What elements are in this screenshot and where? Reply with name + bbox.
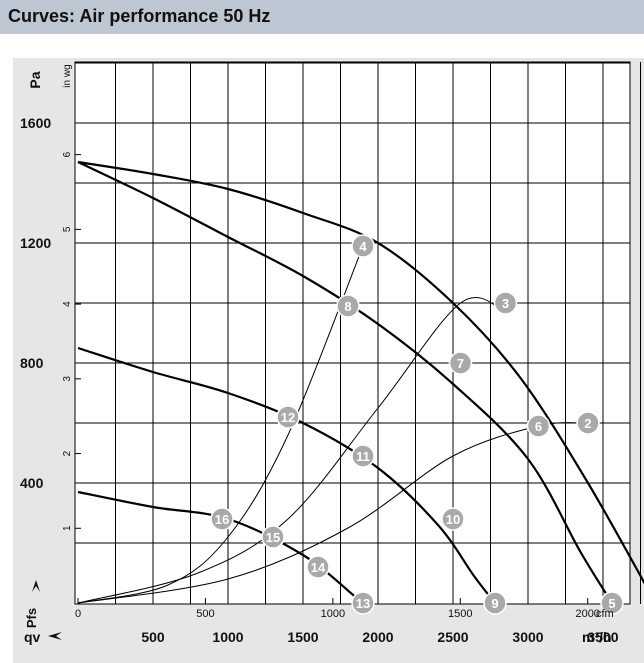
marker-layer: 12345678910111213141516 [210,234,644,615]
y-tick-label-inwg: 3 [62,376,73,382]
chart-title: Curves: Air performance 50 Hz [8,6,271,26]
y-tick-label-pa: 400 [20,475,44,491]
operating-point-marker [351,234,375,258]
marker-label: 10 [446,512,460,527]
curve-series-3 [77,346,496,604]
y-tick-label-inwg: 1 [62,525,73,531]
operating-point-marker [448,351,473,375]
title-bar: Curves: Air performance 50 Hz [0,0,644,34]
x-tick-label-m3h: 2000 [362,629,393,645]
y-tick-label-pa: 1200 [20,235,51,251]
y-tick-label-inwg: 6 [62,151,73,157]
curve-series-6 [77,296,506,604]
operating-point-marker [441,507,465,531]
x-tick-label-cfm: 500 [196,608,214,620]
operating-point-marker [336,294,360,318]
x-tick-label-m3h: 1000 [212,629,243,645]
marker-label: 14 [311,560,326,575]
y-tick-label-inwg: 2 [62,450,73,456]
y-unit-inwg: in wg [62,64,73,87]
curve-series-5 [77,245,364,604]
marker-label: 6 [535,419,542,434]
marker-label: 9 [491,596,498,611]
x-unit-m3h: m³/h [582,629,612,645]
marker-label: 2 [584,416,591,431]
marker-label: 3 [502,296,509,311]
marker-label: 7 [457,356,464,371]
x-axis-arrow [48,632,62,640]
y-unit-pa: Pa [27,71,43,88]
y-tick-label-inwg: 4 [62,301,73,307]
operating-point-marker [600,591,624,615]
marker-label: 8 [344,299,351,314]
x-tick-label-cfm: 1500 [448,608,472,620]
operating-point-marker [576,411,600,435]
marker-label: 15 [266,530,280,545]
operating-point-marker [210,507,234,531]
marker-label: 12 [281,410,295,425]
y-tick-label-inwg: 5 [62,226,73,232]
operating-point-marker [526,414,551,438]
x-tick-label-m3h: 500 [141,629,165,645]
marker-label: 5 [608,596,615,611]
x-tick-label-cfm: 1000 [321,608,345,620]
marker-label: 16 [215,512,229,527]
x-tick-label-m3h: 3000 [512,629,543,645]
operating-point-marker [261,525,285,549]
marker-label: 11 [356,449,370,464]
operating-point-marker [306,555,330,579]
y-axis-label-pfs: Pfs [24,608,39,628]
y-axis-arrow [32,580,40,592]
plot-background [74,61,631,605]
y-tick-label-pa: 800 [20,355,44,371]
marker-label: 13 [356,596,370,611]
x-unit-cfm: cfm [596,608,614,620]
x-tick-label-cfm: 2000 [575,608,599,620]
operating-point-marker [276,405,300,429]
x-tick-label-m3h: 1500 [287,629,318,645]
operating-point-marker [351,444,375,468]
label-layer: Pa in wg cfm m³/h qv Pfs 400 800 1200 1600 1… [20,64,619,645]
x-axis-label-qv: qv [24,629,41,645]
y-tick-label-pa: 1600 [20,115,51,131]
x-tick-label-m3h: 2500 [437,629,468,645]
x-tick-label-cfm: 0 [75,608,81,620]
marker-label: 4 [359,239,367,254]
curve-series-1 [77,160,644,585]
curve-series-2 [77,161,613,604]
x-tick-label-m3h: 3500 [587,629,618,645]
operating-point-marker [493,291,518,315]
operating-point-marker [483,591,507,615]
operating-point-marker [351,591,375,615]
